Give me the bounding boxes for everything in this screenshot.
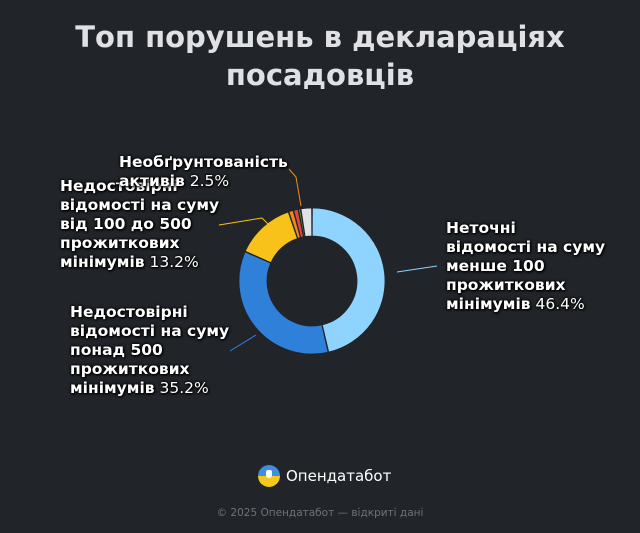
chart-title-line-1: Топ порушень в деклараціях	[75, 20, 565, 54]
slice-label-line: Недостовірні	[60, 177, 178, 195]
opendatabot-logo-icon	[258, 465, 280, 487]
brand: Опендатабот	[258, 462, 391, 490]
donut-slice-small-1[interactable]	[288, 210, 301, 239]
slice-label-line: відомості на суму	[70, 322, 230, 340]
slice-label-line: відомості на суму	[60, 196, 220, 214]
slice-label-line: мінімумів	[446, 295, 531, 313]
leader-line-above-500	[229, 334, 257, 352]
donut-slice-unjustified-assets[interactable]	[300, 207, 313, 237]
slice-label-line: відомості на суму	[446, 238, 606, 256]
leader-line-unjustified-assets	[288, 168, 302, 207]
donut-slice-small-2[interactable]	[293, 208, 304, 238]
slice-label-line: прожиткових	[70, 360, 190, 378]
slice-label-line: мінімумів	[60, 253, 145, 271]
slice-label-percent: 35.2%	[159, 379, 209, 397]
slice-label-line: Неточні	[446, 219, 516, 237]
slice-label-line: активів	[119, 172, 185, 190]
slice-label-percent: 2.5%	[189, 172, 230, 190]
chart-title-line-2: посадовців	[225, 58, 415, 92]
slice-label-line: від 100 до 500	[60, 215, 192, 233]
slice-label-line: мінімумів	[70, 379, 155, 397]
brand-name: Опендатабот	[286, 467, 392, 485]
slice-label-percent: 46.4%	[535, 295, 585, 313]
slice-label-line: прожиткових	[60, 234, 180, 252]
leader-line-100-to-500	[218, 217, 271, 227]
slice-label-line: Необґрунтованість	[119, 153, 288, 171]
donut-slice-above-500[interactable]	[238, 251, 329, 355]
donut-slice-neточні[interactable]	[311, 207, 386, 353]
chart-title: Топ порушень в деклараціях посадовців	[0, 18, 640, 94]
slice-label-percent: 13.2%	[149, 253, 199, 271]
slice-label-unjustified-assets: Необґрунтованість активів 2.5%	[119, 153, 288, 191]
slice-label-line: прожиткових	[446, 276, 566, 294]
footer-copyright: © 2025 Опендатабот — відкриті дані	[216, 507, 424, 519]
slice-label-neточні: Неточні відомості на суму менше 100 прож…	[446, 219, 605, 314]
donut-slice-100-to-500[interactable]	[244, 211, 298, 264]
slice-label-above-500: Недостовірні відомості на суму понад 500…	[70, 303, 229, 398]
leader-line-neточні	[396, 265, 438, 273]
slice-label-line: менше 100	[446, 257, 545, 275]
slice-label-line: понад 500	[70, 341, 163, 359]
slice-label-100-to-500: Недостовірні відомості на суму від 100 д…	[60, 177, 219, 272]
donut-slice-small-3[interactable]	[298, 208, 306, 238]
slice-label-line: Недостовірні	[70, 303, 188, 321]
